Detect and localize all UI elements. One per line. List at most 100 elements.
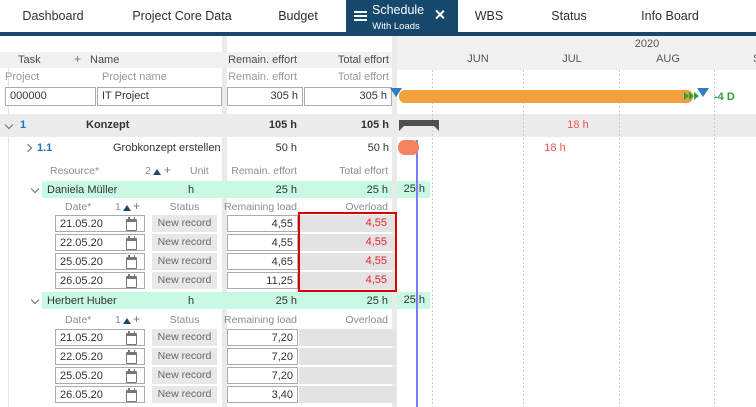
date-field[interactable]: 26.05.20 bbox=[55, 272, 145, 289]
project-id-field[interactable]: 000000 bbox=[5, 87, 96, 106]
active-tab-sublabel: With Loads bbox=[372, 21, 420, 32]
project-name-field[interactable]: IT Project bbox=[97, 87, 222, 106]
remaining-load-field[interactable]: 3,40 bbox=[227, 386, 298, 403]
remaining-load-field[interactable]: 4,55 bbox=[227, 215, 298, 232]
task-number: 1.1 bbox=[37, 142, 53, 154]
remaining-load-field[interactable]: 4,55 bbox=[227, 234, 298, 251]
task-gantt-bar[interactable] bbox=[398, 140, 419, 155]
collapse-icon[interactable] bbox=[30, 295, 40, 305]
calendar-icon[interactable] bbox=[126, 350, 137, 364]
status-cell: New record bbox=[152, 367, 217, 384]
project-total-field[interactable]: 305 h bbox=[304, 87, 392, 106]
remaining-load-field[interactable]: 7,20 bbox=[227, 348, 298, 365]
remaining-load-field[interactable]: 4,65 bbox=[227, 253, 298, 270]
calendar-icon[interactable] bbox=[126, 388, 137, 402]
sort-order-number[interactable]: 2 bbox=[145, 165, 151, 177]
date-field[interactable]: 25.05.20 bbox=[55, 367, 145, 384]
date-field[interactable]: 21.05.20 bbox=[55, 329, 145, 346]
date-field[interactable]: 22.05.20 bbox=[55, 234, 145, 251]
sort-asc-icon[interactable] bbox=[123, 205, 131, 211]
task-row-konzept[interactable] bbox=[0, 114, 756, 137]
load-hours-label: 18 h bbox=[567, 119, 589, 131]
task-name[interactable]: Konzept bbox=[86, 119, 130, 131]
tab-info-board[interactable]: Info Board bbox=[641, 9, 699, 23]
overload-col-header[interactable]: Overload bbox=[345, 201, 388, 213]
date-col-header[interactable]: Date* bbox=[65, 201, 92, 213]
tab-wbs[interactable]: WBS bbox=[474, 9, 504, 23]
remaining-load-field[interactable]: 11,25 bbox=[227, 272, 298, 289]
add-date-icon[interactable]: + bbox=[133, 199, 141, 213]
overload-col-header[interactable]: Overload bbox=[345, 314, 388, 326]
project-remain-field[interactable]: 305 h bbox=[227, 87, 303, 106]
remaining-load-field[interactable]: 7,20 bbox=[227, 329, 298, 346]
resource-row-herbert[interactable] bbox=[42, 292, 392, 309]
remain-col-header[interactable]: Remain. effort bbox=[231, 165, 297, 177]
date-field[interactable]: 22.05.20 bbox=[55, 348, 145, 365]
resource-remain: 25 h bbox=[275, 184, 297, 196]
col-header-task[interactable]: Task bbox=[18, 54, 41, 66]
resource-row-daniela[interactable] bbox=[42, 181, 392, 198]
resource-name: Herbert Huber bbox=[47, 295, 117, 307]
milestone-end-icon[interactable] bbox=[697, 88, 709, 97]
gantt-month-sep: SEP bbox=[742, 53, 756, 65]
column-separator bbox=[222, 36, 227, 407]
sort-asc-icon[interactable] bbox=[123, 318, 131, 324]
status-col-header[interactable]: Status bbox=[169, 201, 200, 213]
tab-project-core-data[interactable]: Project Core Data bbox=[132, 9, 232, 23]
fast-forward-icon bbox=[689, 92, 694, 100]
calendar-icon[interactable] bbox=[126, 369, 137, 383]
task-name[interactable]: Grobkonzept erstellen bbox=[113, 142, 221, 154]
date-value: 25.05.20 bbox=[60, 256, 103, 268]
subheader-total: Total effort bbox=[337, 71, 389, 83]
sort-asc-icon[interactable] bbox=[153, 169, 161, 175]
status-cell: New record bbox=[152, 386, 217, 403]
total-col-header[interactable]: Total effort bbox=[339, 165, 388, 177]
calendar-icon[interactable] bbox=[126, 331, 137, 345]
table-header-band bbox=[0, 52, 392, 68]
col-header-total[interactable]: Total effort bbox=[337, 54, 389, 66]
date-field[interactable]: 21.05.20 bbox=[55, 215, 145, 232]
task-number: 1 bbox=[20, 119, 27, 131]
add-resource-icon[interactable]: + bbox=[164, 163, 172, 177]
hamburger-menu-icon[interactable] bbox=[354, 11, 367, 21]
status-cell: New record bbox=[152, 329, 217, 346]
sort-order-number[interactable]: 1 bbox=[115, 201, 121, 213]
task-remain: 50 h bbox=[275, 142, 297, 154]
calendar-icon[interactable] bbox=[126, 255, 137, 269]
tab-schedule-active[interactable]: Schedule With Loads bbox=[346, 0, 458, 36]
tab-budget[interactable]: Budget bbox=[278, 9, 318, 23]
date-value: 26.05.20 bbox=[60, 275, 103, 287]
collapse-icon[interactable] bbox=[30, 184, 40, 194]
milestone-start-icon[interactable] bbox=[390, 88, 402, 97]
resource-col-header[interactable]: Resource* bbox=[50, 165, 100, 177]
delay-label: -4 D bbox=[714, 91, 735, 103]
summary-gantt-bar[interactable] bbox=[399, 120, 439, 131]
remaining-load-field[interactable]: 7,20 bbox=[227, 367, 298, 384]
calendar-icon[interactable] bbox=[126, 274, 137, 288]
resource-gantt-load-cell: 25 h bbox=[397, 181, 430, 198]
sort-order-number[interactable]: 1 bbox=[115, 314, 121, 326]
tab-dashboard[interactable]: Dashboard bbox=[22, 9, 84, 23]
expand-icon[interactable] bbox=[23, 143, 33, 153]
project-gantt-bar[interactable] bbox=[399, 90, 693, 103]
date-value: 21.05.20 bbox=[60, 332, 103, 344]
col-header-name[interactable]: Name bbox=[90, 54, 120, 66]
date-value: 22.05.20 bbox=[60, 237, 103, 249]
add-date-icon[interactable]: + bbox=[133, 312, 141, 326]
remaining-load-col-header[interactable]: Remaining load bbox=[224, 201, 297, 213]
remaining-load-col-header[interactable]: Remaining load bbox=[224, 314, 297, 326]
add-column-icon[interactable]: + bbox=[74, 52, 82, 66]
close-tab-icon[interactable] bbox=[434, 9, 445, 20]
tab-status[interactable]: Status bbox=[551, 9, 587, 23]
unit-col-header[interactable]: Unit bbox=[190, 165, 209, 177]
date-field[interactable]: 25.05.20 bbox=[55, 253, 145, 270]
gantt-timeline-header bbox=[397, 36, 756, 70]
calendar-icon[interactable] bbox=[126, 217, 137, 231]
col-header-remain[interactable]: Remain. effort bbox=[228, 54, 297, 66]
date-field[interactable]: 26.05.20 bbox=[55, 386, 145, 403]
date-col-header[interactable]: Date* bbox=[65, 314, 92, 326]
date-value: 21.05.20 bbox=[60, 218, 103, 230]
calendar-icon[interactable] bbox=[126, 236, 137, 250]
status-col-header[interactable]: Status bbox=[169, 314, 200, 326]
